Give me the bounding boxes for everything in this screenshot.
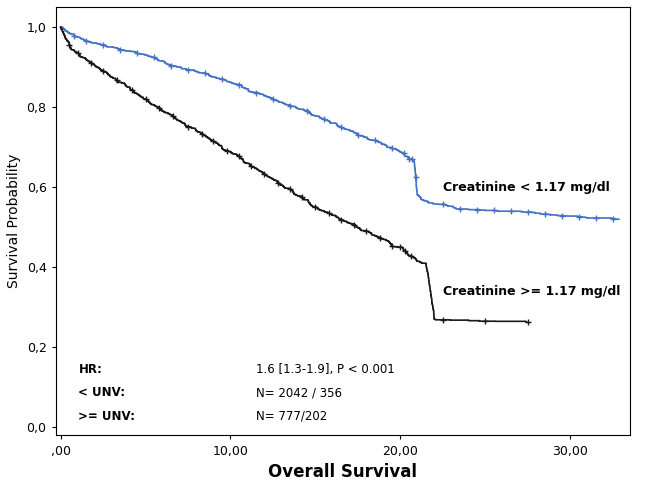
Text: 1.6 [1.3-1.9], P < 0.001: 1.6 [1.3-1.9], P < 0.001 (257, 363, 395, 376)
Text: HR:: HR: (79, 363, 102, 376)
Text: Creatinine >= 1.17 mg/dl: Creatinine >= 1.17 mg/dl (443, 285, 620, 298)
Y-axis label: Survival Probability: Survival Probability (7, 154, 21, 288)
Text: N= 2042 / 356: N= 2042 / 356 (257, 386, 343, 399)
Text: Creatinine < 1.17 mg/dl: Creatinine < 1.17 mg/dl (443, 181, 610, 194)
Text: >= UNV:: >= UNV: (79, 410, 135, 423)
Text: < UNV:: < UNV: (79, 386, 125, 399)
Text: N= 777/202: N= 777/202 (257, 410, 328, 423)
X-axis label: Overall Survival: Overall Survival (268, 463, 417, 481)
